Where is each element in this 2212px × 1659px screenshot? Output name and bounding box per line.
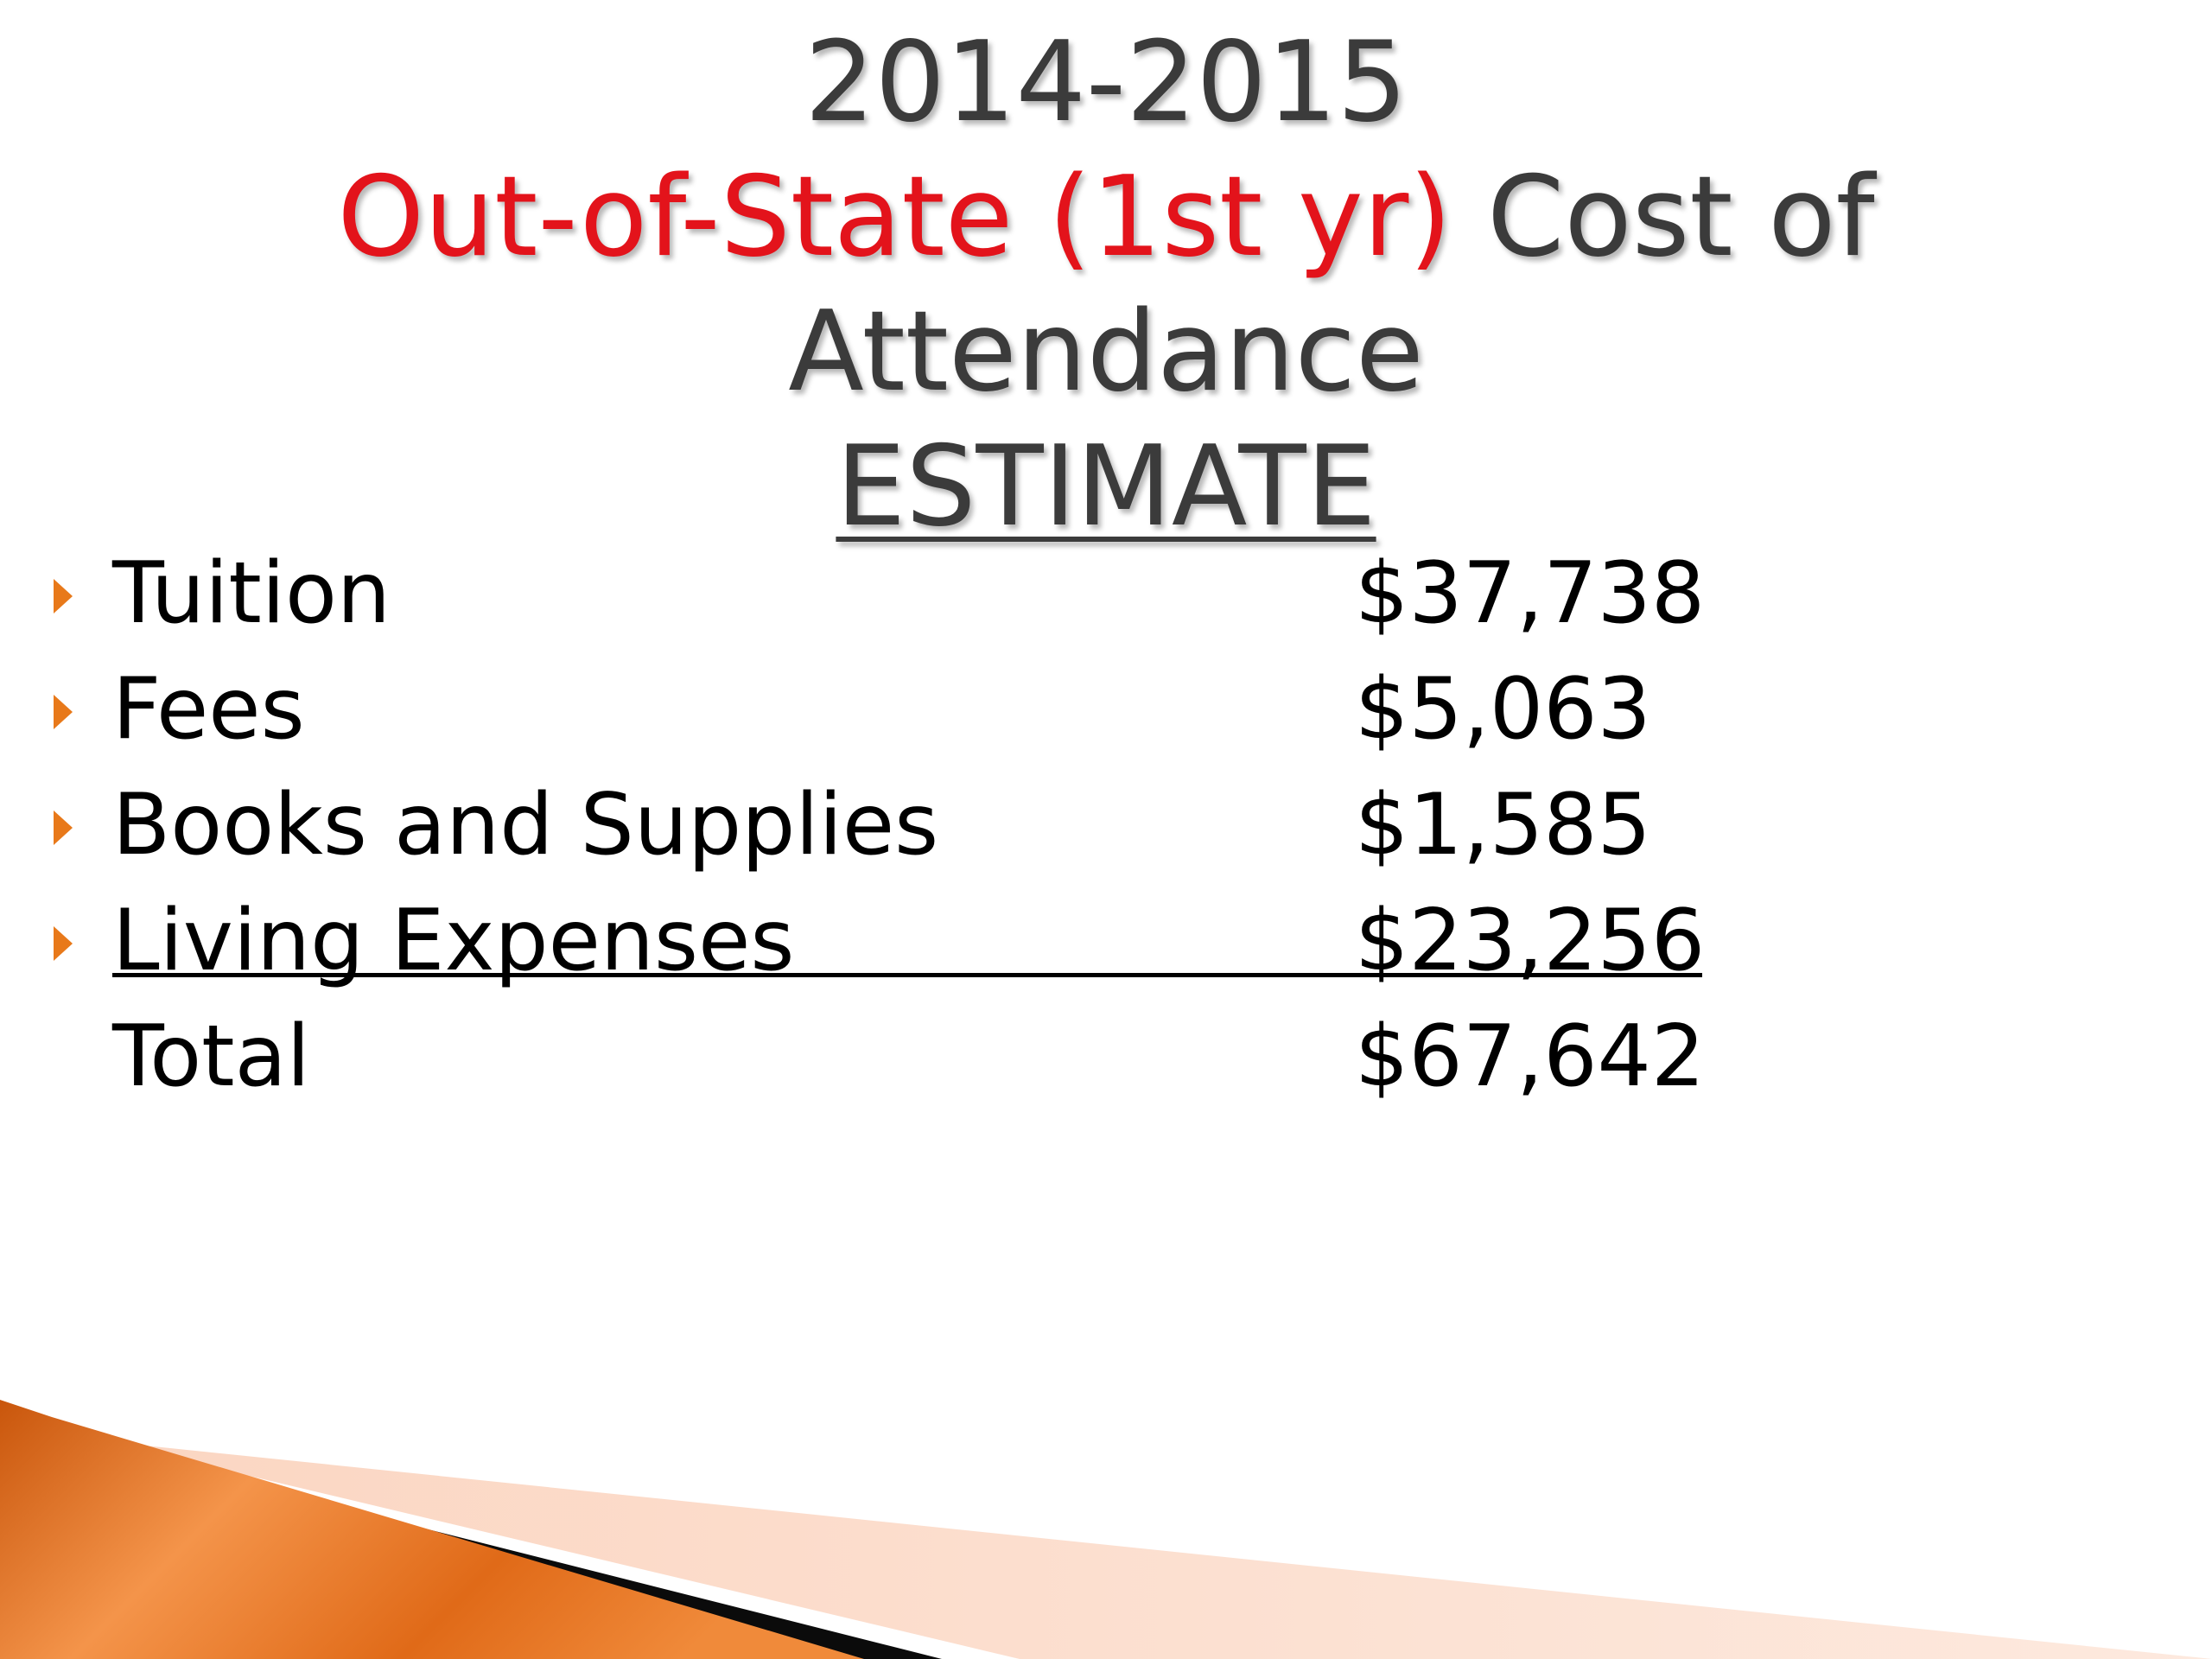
- item-label: Living Expenses: [112, 892, 795, 990]
- item-value: $23,256: [1355, 892, 1706, 990]
- title-line-3: Attendance: [788, 288, 1424, 416]
- orange-triangle-bullet-icon: [54, 579, 73, 613]
- title-line-2-rest: Cost of: [1452, 153, 1875, 282]
- list-item: Fees $5,063: [0, 652, 2212, 767]
- item-label: Books and Supplies: [112, 776, 939, 874]
- title-year: 2014-2015: [804, 18, 1408, 147]
- item-value: $1,585: [1355, 776, 1651, 874]
- total-label: Total: [112, 1007, 310, 1106]
- title-estimate: ESTIMATE: [836, 423, 1376, 551]
- title-accent: Out-of-State (1st yr): [337, 153, 1452, 282]
- total-row: Total $67,642: [0, 999, 2212, 1115]
- item-label: Fees: [112, 660, 305, 759]
- list-item: Living Expenses $23,256: [0, 883, 2212, 999]
- subtotal-rule: [112, 973, 1702, 977]
- slide-title: 2014-2015 Out-of-State (1st yr) Cost of …: [0, 16, 2212, 555]
- item-value: $5,063: [1355, 660, 1651, 759]
- decorative-swoosh: [0, 1400, 2212, 1659]
- list-item: Books and Supplies $1,585: [0, 767, 2212, 883]
- orange-triangle-bullet-icon: [54, 926, 73, 961]
- orange-triangle-bullet-icon: [54, 810, 73, 845]
- item-value: $37,738: [1355, 544, 1706, 643]
- item-label: Tuition: [112, 544, 391, 643]
- list-item: Tuition $37,738: [0, 536, 2212, 652]
- orange-triangle-bullet-icon: [54, 695, 73, 729]
- title-line-2: Out-of-State (1st yr) Cost of: [0, 150, 2212, 285]
- total-value: $67,642: [1355, 1007, 1706, 1106]
